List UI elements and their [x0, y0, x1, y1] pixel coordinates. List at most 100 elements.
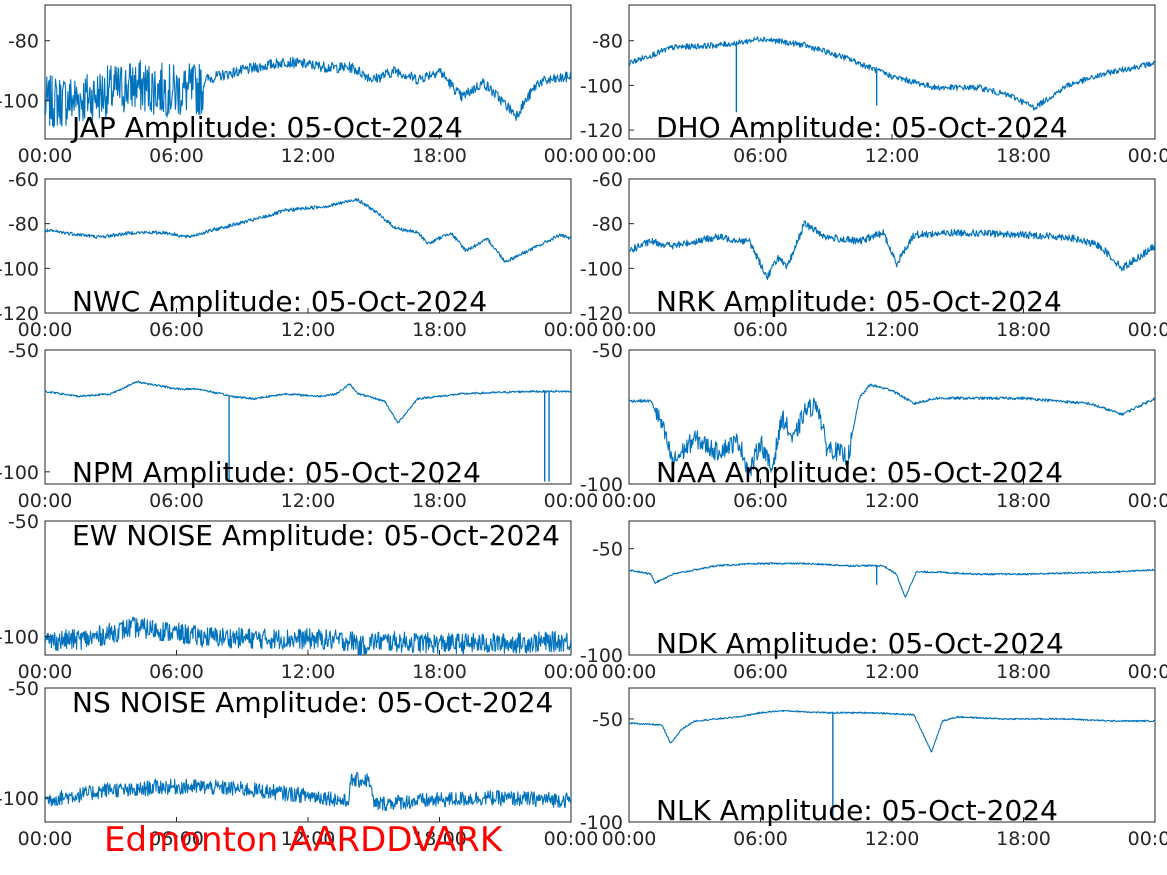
panel-3: 00:00 06:00 12:00 18:00 00:00 -60 -80 -100 -120 N…	[0, 169, 598, 341]
x-tick-label: 00:00	[1128, 145, 1167, 167]
y-tick-label: -100	[0, 258, 39, 280]
panel-10: 00:00 06:00 12:00 18:00 00:00 -50 -100 NLK Ampl…	[580, 687, 1167, 850]
x-tick-label: 06:00	[733, 490, 788, 512]
panel-title: NWC Amplitude: 05-Oct-2024	[72, 285, 487, 318]
series-line-1	[45, 380, 571, 424]
panel-title: NS NOISE Amplitude: 05-Oct-2024	[72, 686, 553, 719]
x-tick-label: 18:00	[412, 145, 467, 167]
x-tick-label: 06:00	[733, 661, 788, 683]
x-tick-label: 00:00	[544, 828, 599, 850]
series-line-1	[45, 616, 571, 655]
x-tick-label: 18:00	[412, 661, 467, 683]
y-tick-label: -50	[592, 709, 623, 731]
x-tick-label: 00:00	[602, 490, 657, 512]
x-tick-label: 18:00	[412, 828, 467, 850]
series-line-1	[629, 562, 1155, 598]
x-tick-label: 12:00	[281, 490, 336, 512]
x-tick-label: 00:00	[18, 828, 73, 850]
x-tick-label: 12:00	[281, 319, 336, 341]
x-tick-label: 12:00	[281, 661, 336, 683]
x-tick-label: 18:00	[412, 490, 467, 512]
y-tick-label: -100	[0, 462, 39, 484]
series-line-1	[629, 383, 1155, 478]
y-tick-label: -80	[592, 214, 623, 236]
x-tick-label: 00:00	[18, 145, 73, 167]
y-tick-label: -50	[8, 678, 39, 700]
x-tick-label: 00:00	[544, 319, 599, 341]
panel-title: NLK Amplitude: 05-Oct-2024	[656, 794, 1058, 827]
panel-title: EW NOISE Amplitude: 05-Oct-2024	[72, 519, 560, 552]
x-tick-label: 00:00	[1128, 490, 1167, 512]
x-tick-label: 18:00	[996, 661, 1051, 683]
x-tick-label: 00:00	[544, 145, 599, 167]
panel-title: NPM Amplitude: 05-Oct-2024	[72, 456, 481, 489]
axes-box	[44, 349, 572, 485]
panel-1: 00:00 06:00 12:00 18:00 00:00 -80 -100 JAP Ampl…	[0, 4, 599, 167]
panel-title: NDK Amplitude: 05-Oct-2024	[656, 627, 1064, 660]
x-tick-label: 06:00	[733, 145, 788, 167]
x-tick-label: 00:00	[18, 490, 73, 512]
x-tick-label: 06:00	[733, 319, 788, 341]
x-tick-label: 18:00	[412, 319, 467, 341]
series-line-1	[45, 56, 571, 128]
axes-box	[44, 687, 572, 823]
panel-9: 00:00 06:00 12:00 18:00 00:00 -50 -100 NS NOISE…	[0, 678, 598, 850]
panel-title: NRK Amplitude: 05-Oct-2024	[656, 285, 1062, 318]
x-tick-label: 12:00	[865, 319, 920, 341]
panel-title: NAA Amplitude: 05-Oct-2024	[656, 456, 1063, 489]
series-line-1	[45, 198, 571, 263]
axes-box	[44, 178, 572, 314]
y-tick-label: -100	[580, 258, 623, 280]
x-tick-label: 18:00	[996, 828, 1051, 850]
x-tick-label: 12:00	[281, 145, 336, 167]
x-tick-label: 18:00	[996, 319, 1051, 341]
x-tick-label: 00:00	[602, 661, 657, 683]
panel-4: 00:00 06:00 12:00 18:00 00:00 -60 -80 -100 -120 N…	[580, 169, 1167, 341]
axes-box	[628, 520, 1156, 656]
axes-box	[628, 687, 1156, 823]
x-tick-label: 00:00	[1128, 828, 1167, 850]
x-tick-label: 00:00	[602, 319, 657, 341]
y-tick-label: -100	[0, 788, 39, 810]
station-footer: Edmonton AARDDVARK	[104, 820, 503, 860]
x-tick-label: 12:00	[865, 661, 920, 683]
x-tick-label: 12:00	[865, 145, 920, 167]
y-tick-label: -100	[0, 627, 39, 649]
panel-8: 00:00 06:00 12:00 18:00 00:00 -50 -100 NDK Ampl…	[580, 520, 1167, 683]
panel-7: 00:00 06:00 12:00 18:00 00:00 -50 -100 EW NOISE…	[0, 511, 598, 683]
x-tick-label: 00:00	[602, 145, 657, 167]
y-tick-label: -50	[592, 340, 623, 362]
y-tick-label: -120	[0, 303, 39, 325]
panel-2: 00:00 06:00 12:00 18:00 00:00 -80 -100 -120 DHO …	[580, 4, 1167, 167]
x-tick-label: 18:00	[996, 490, 1051, 512]
y-tick-label: -60	[8, 169, 39, 191]
x-tick-label: 00:00	[18, 319, 73, 341]
y-tick-label: -100	[580, 812, 623, 834]
y-tick-label: -120	[580, 303, 623, 325]
y-tick-label: -50	[8, 511, 39, 533]
y-tick-label: -80	[8, 214, 39, 236]
y-tick-label: -100	[580, 474, 623, 496]
y-tick-label: -50	[8, 340, 39, 362]
axes-box	[628, 178, 1156, 314]
y-tick-label: -100	[580, 75, 623, 97]
x-tick-label: 06:00	[149, 661, 204, 683]
y-tick-label: -80	[8, 31, 39, 53]
panel-title: JAP Amplitude: 05-Oct-2024	[70, 111, 463, 144]
x-tick-label: 06:00	[149, 828, 204, 850]
x-tick-label: 06:00	[149, 145, 204, 167]
x-tick-label: 00:00	[602, 828, 657, 850]
y-tick-label: -100	[0, 90, 39, 112]
x-tick-label: 12:00	[281, 828, 336, 850]
x-tick-label: 12:00	[865, 490, 920, 512]
y-tick-label: -120	[580, 120, 623, 142]
axes-box	[628, 4, 1156, 140]
y-tick-label: -60	[592, 169, 623, 191]
series-line-1	[629, 220, 1155, 281]
panel-6: 00:00 06:00 12:00 18:00 00:00 -50 -100 NAA Ampl…	[580, 340, 1167, 512]
x-tick-label: 12:00	[865, 828, 920, 850]
x-tick-label: 06:00	[149, 319, 204, 341]
y-tick-label: -50	[592, 539, 623, 561]
x-tick-label: 00:00	[544, 661, 599, 683]
